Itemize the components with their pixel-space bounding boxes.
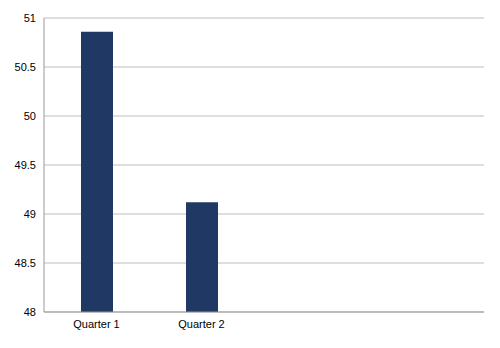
svg-text:Quarter 2: Quarter 2 [178,318,224,330]
svg-text:Quarter 1: Quarter 1 [73,318,119,330]
svg-text:50.5: 50.5 [15,61,36,73]
svg-text:49: 49 [24,208,36,220]
svg-text:48.5: 48.5 [15,257,36,269]
svg-text:51: 51 [24,12,36,24]
svg-text:50: 50 [24,110,36,122]
svg-text:48: 48 [24,306,36,318]
svg-text:49.5: 49.5 [15,159,36,171]
